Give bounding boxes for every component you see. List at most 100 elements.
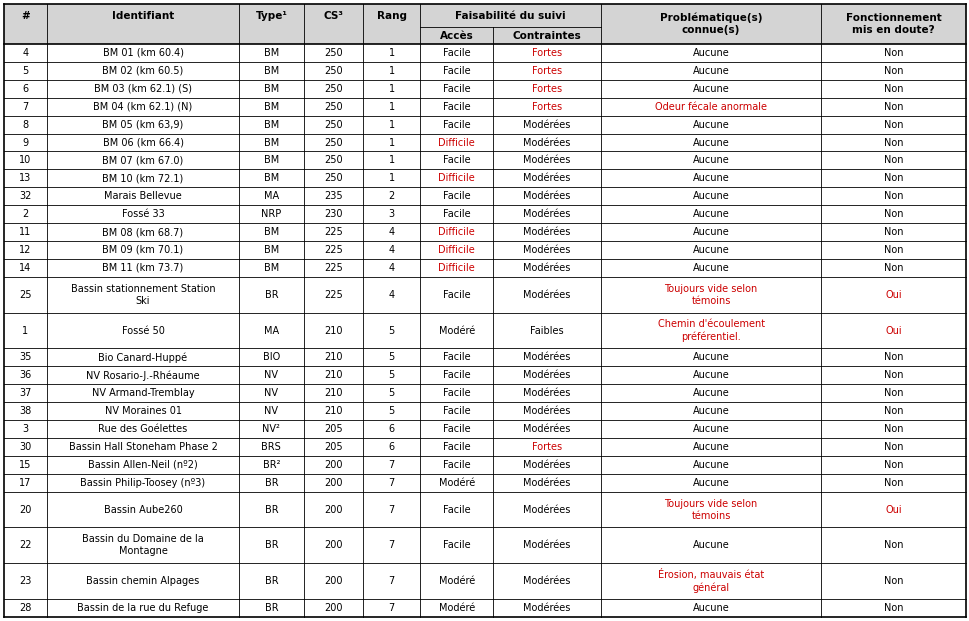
- Text: Non: Non: [883, 478, 902, 487]
- Text: 8: 8: [22, 120, 28, 130]
- Text: 205: 205: [324, 424, 342, 434]
- Text: BR: BR: [265, 478, 278, 487]
- Text: Facile: Facile: [443, 424, 470, 434]
- Text: BM 04 (km 62.1) (N): BM 04 (km 62.1) (N): [93, 102, 193, 112]
- Text: Aucune: Aucune: [692, 155, 729, 165]
- Text: Facile: Facile: [443, 84, 470, 94]
- Text: Bassin stationnement Station
Ski: Bassin stationnement Station Ski: [71, 284, 215, 306]
- Text: 1: 1: [389, 120, 394, 130]
- Text: Aucune: Aucune: [692, 48, 729, 58]
- Text: Non: Non: [883, 540, 902, 550]
- Text: Bassin chemin Alpages: Bassin chemin Alpages: [86, 576, 200, 586]
- Text: 250: 250: [324, 66, 342, 76]
- Text: Non: Non: [883, 388, 902, 398]
- Text: BR: BR: [265, 603, 278, 613]
- Text: Non: Non: [883, 263, 902, 273]
- Text: NRP: NRP: [261, 209, 281, 219]
- Text: Modérées: Modérées: [523, 576, 571, 586]
- Text: Modérées: Modérées: [523, 505, 571, 515]
- Text: Difficile: Difficile: [438, 173, 475, 183]
- Text: 4: 4: [389, 227, 394, 237]
- Text: BM 02 (km 60.5): BM 02 (km 60.5): [103, 66, 183, 76]
- Text: 3: 3: [22, 424, 28, 434]
- Text: 5: 5: [389, 352, 394, 363]
- Text: Aucune: Aucune: [692, 540, 729, 550]
- Text: BM: BM: [264, 84, 279, 94]
- Text: Aucune: Aucune: [692, 120, 729, 130]
- Text: Modéré: Modéré: [438, 603, 475, 613]
- Text: 1: 1: [389, 155, 394, 165]
- Text: Aucune: Aucune: [692, 227, 729, 237]
- Text: BM: BM: [264, 155, 279, 165]
- Text: Contraintes: Contraintes: [513, 30, 581, 40]
- Text: Non: Non: [883, 137, 902, 148]
- Text: Facile: Facile: [443, 352, 470, 363]
- Text: 205: 205: [324, 442, 342, 452]
- Text: Modérées: Modérées: [523, 173, 571, 183]
- Text: Aucune: Aucune: [692, 173, 729, 183]
- Text: BM 08 (km 68.7): BM 08 (km 68.7): [103, 227, 183, 237]
- Text: Modérées: Modérées: [523, 245, 571, 255]
- Text: 200: 200: [324, 576, 342, 586]
- Text: 23: 23: [19, 576, 32, 586]
- Text: Odeur fécale anormale: Odeur fécale anormale: [654, 102, 766, 112]
- Text: 6: 6: [389, 424, 394, 434]
- Text: 35: 35: [19, 352, 32, 363]
- Text: Modérées: Modérées: [523, 603, 571, 613]
- Text: Aucune: Aucune: [692, 84, 729, 94]
- Text: Non: Non: [883, 227, 902, 237]
- Text: 7: 7: [389, 576, 394, 586]
- Text: Modérées: Modérées: [523, 209, 571, 219]
- Text: Oui: Oui: [885, 325, 901, 335]
- Text: Faibles: Faibles: [530, 325, 563, 335]
- Text: Modérées: Modérées: [523, 191, 571, 201]
- Text: Bassin Allen-Neil (nº2): Bassin Allen-Neil (nº2): [88, 460, 198, 470]
- Text: 250: 250: [324, 155, 342, 165]
- Text: 7: 7: [389, 603, 394, 613]
- Text: Érosion, mauvais état
général: Érosion, mauvais état général: [657, 569, 764, 593]
- Text: Fortes: Fortes: [532, 84, 562, 94]
- Bar: [4, 4, 965, 44]
- Text: Modéré: Modéré: [438, 576, 475, 586]
- Text: Facile: Facile: [443, 442, 470, 452]
- Text: 1: 1: [389, 84, 394, 94]
- Text: Facile: Facile: [443, 209, 470, 219]
- Text: 17: 17: [19, 478, 32, 487]
- Text: 38: 38: [19, 406, 32, 416]
- Text: Modéré: Modéré: [438, 325, 475, 335]
- Text: NV Armand-Tremblay: NV Armand-Tremblay: [92, 388, 194, 398]
- Text: Rang: Rang: [376, 11, 406, 20]
- Text: Facile: Facile: [443, 388, 470, 398]
- Text: Facile: Facile: [443, 102, 470, 112]
- Text: Aucune: Aucune: [692, 442, 729, 452]
- Text: BR²: BR²: [263, 460, 280, 470]
- Text: Aucune: Aucune: [692, 388, 729, 398]
- Text: 7: 7: [389, 478, 394, 487]
- Text: Modérées: Modérées: [523, 388, 571, 398]
- Text: Difficile: Difficile: [438, 227, 475, 237]
- Text: BIO: BIO: [263, 352, 280, 363]
- Text: Rue des Goélettes: Rue des Goélettes: [98, 424, 187, 434]
- Text: 210: 210: [324, 370, 342, 380]
- Text: Marais Bellevue: Marais Bellevue: [104, 191, 182, 201]
- Text: Non: Non: [883, 120, 902, 130]
- Text: Non: Non: [883, 84, 902, 94]
- Text: BM 06 (km 66.4): BM 06 (km 66.4): [103, 137, 183, 148]
- Text: Aucune: Aucune: [692, 478, 729, 487]
- Text: Aucune: Aucune: [692, 66, 729, 76]
- Text: Faisabilité du suivi: Faisabilité du suivi: [454, 11, 565, 20]
- Text: Facile: Facile: [443, 540, 470, 550]
- Text: BM 11 (km 73.7): BM 11 (km 73.7): [103, 263, 183, 273]
- Text: Bassin Philip-Toosey (nº3): Bassin Philip-Toosey (nº3): [80, 478, 205, 487]
- Text: 210: 210: [324, 352, 342, 363]
- Text: 37: 37: [19, 388, 32, 398]
- Text: Non: Non: [883, 48, 902, 58]
- Text: NV Rosario-J.-Rhéaume: NV Rosario-J.-Rhéaume: [86, 370, 200, 381]
- Text: Aucune: Aucune: [692, 460, 729, 470]
- Text: Fortes: Fortes: [532, 66, 562, 76]
- Text: Fonctionnement
mis en doute?: Fonctionnement mis en doute?: [845, 13, 941, 35]
- Text: Non: Non: [883, 191, 902, 201]
- Text: 30: 30: [19, 442, 32, 452]
- Text: 1: 1: [389, 102, 394, 112]
- Text: 20: 20: [19, 505, 32, 515]
